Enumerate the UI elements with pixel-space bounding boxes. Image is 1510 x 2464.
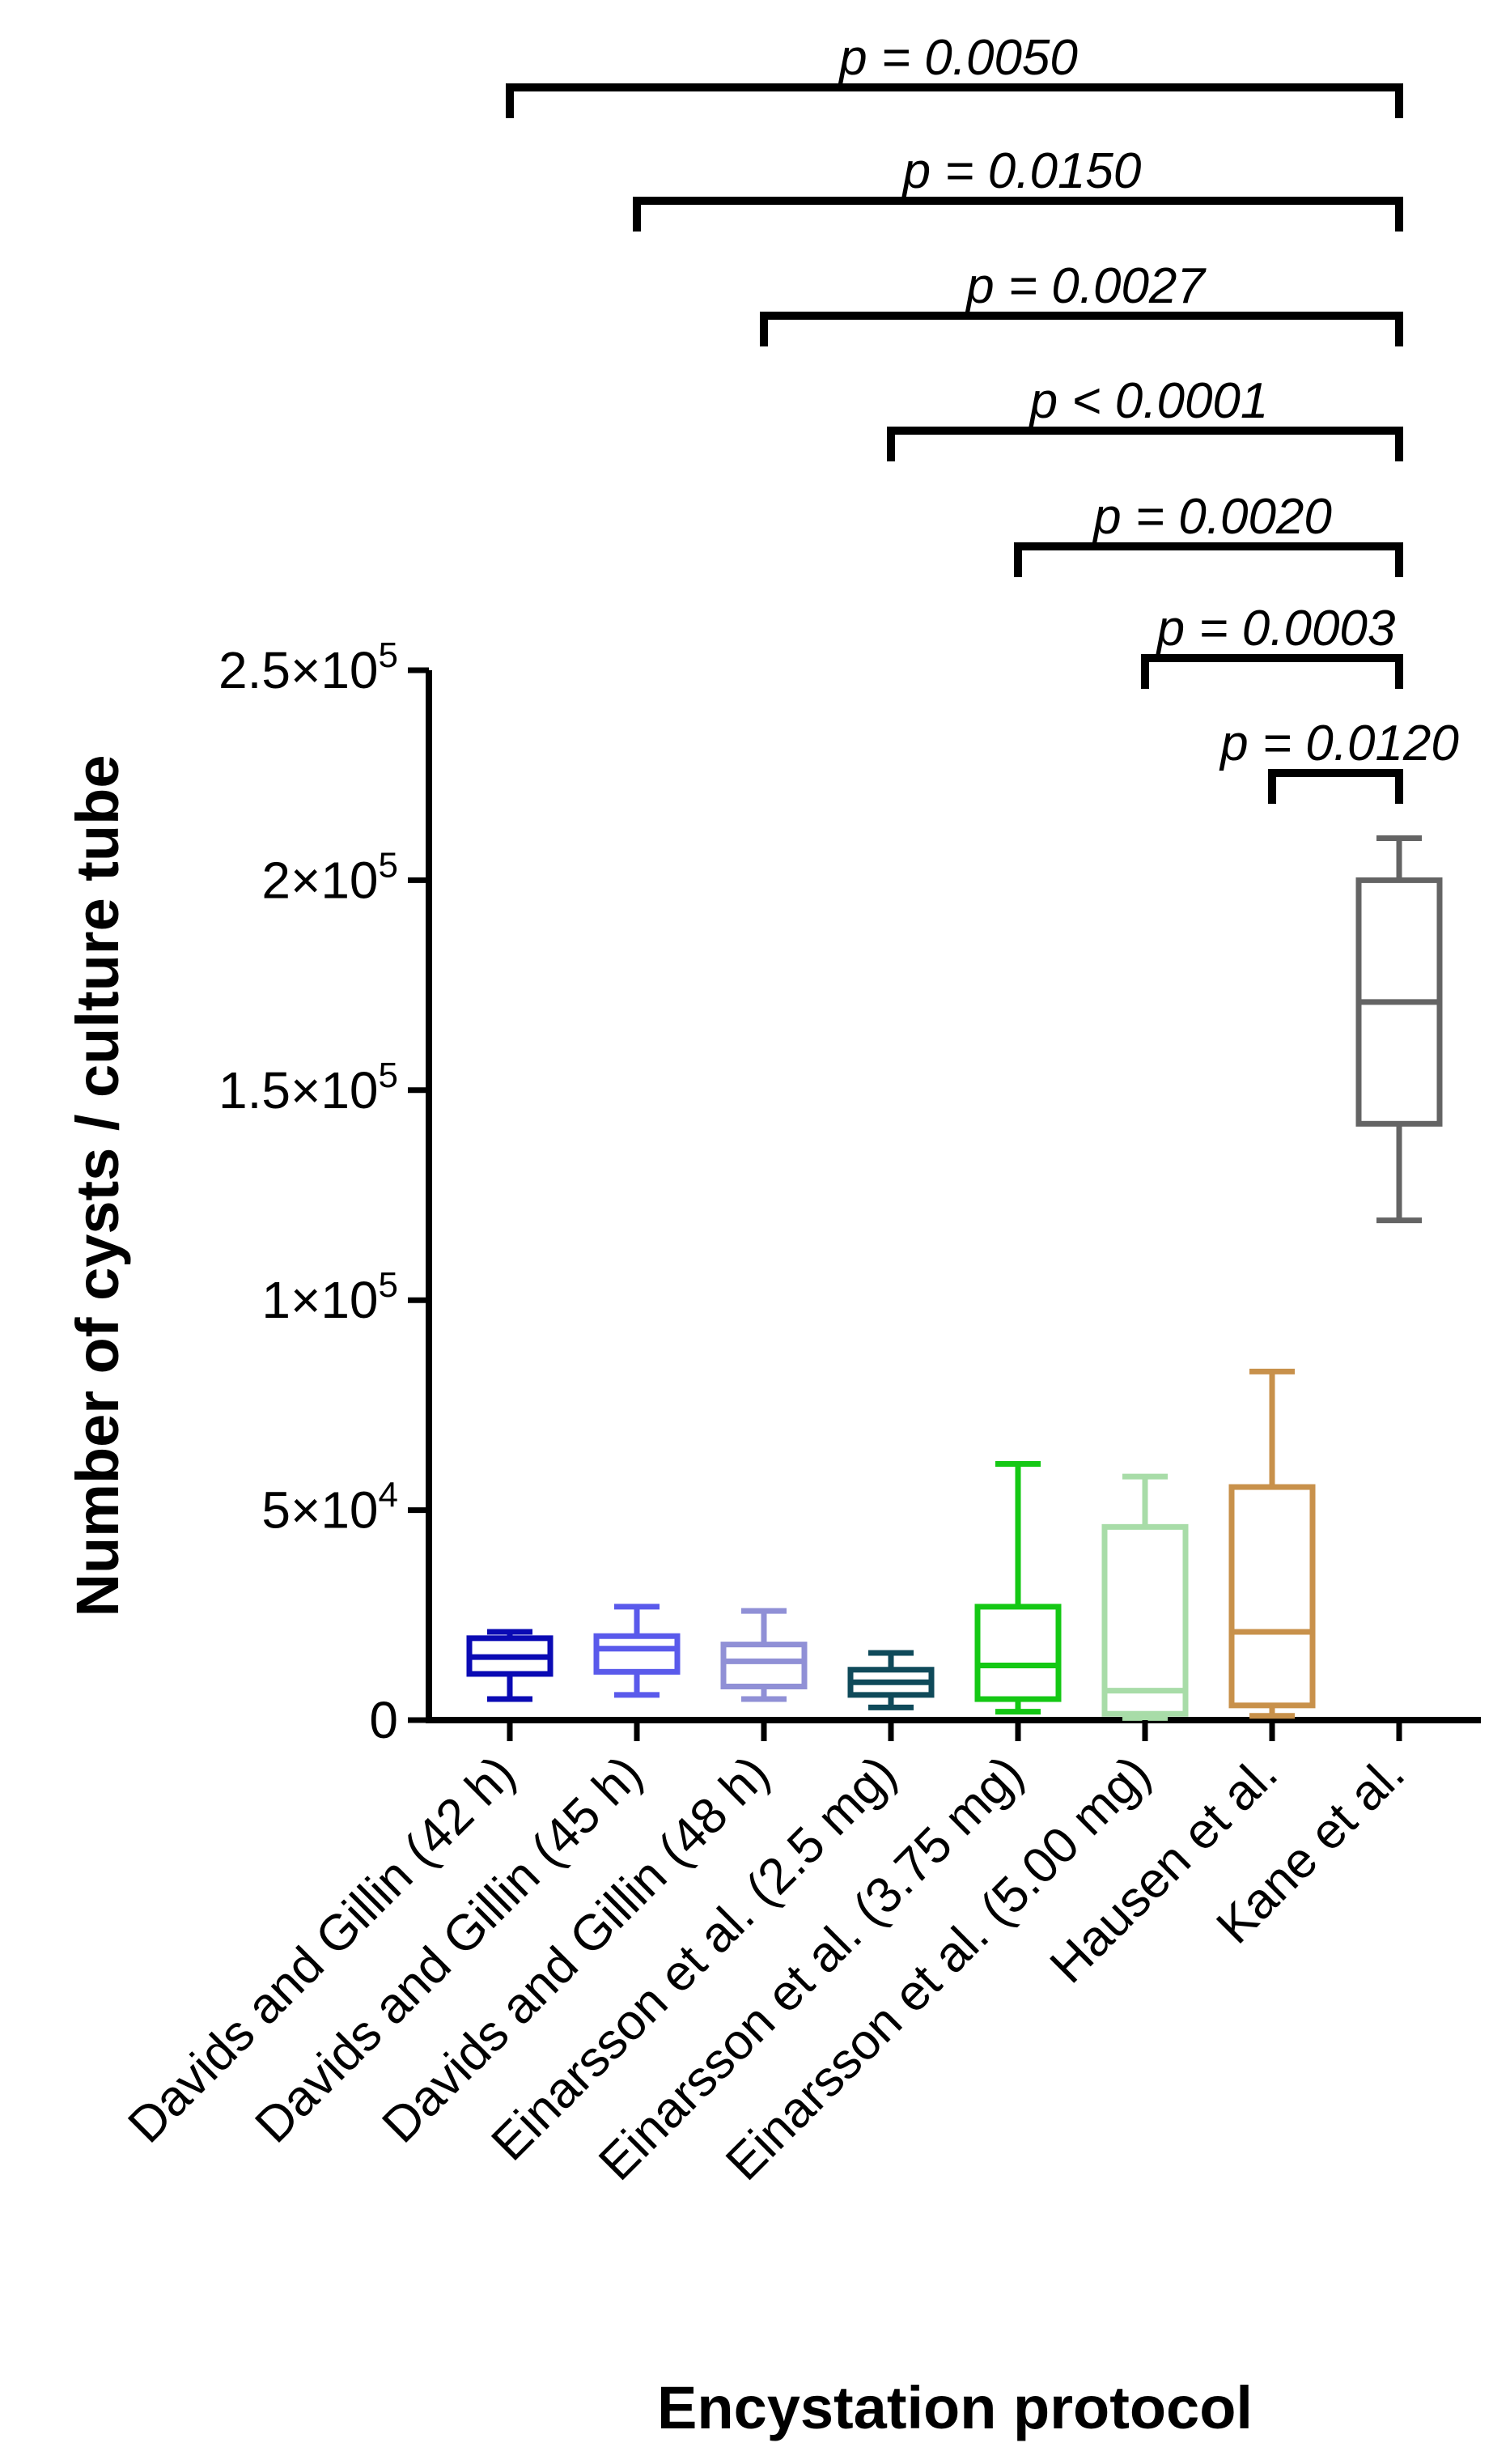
comparison-bracket-6: p = 0.0003 (1141, 601, 1403, 689)
bracket-line (633, 197, 1403, 232)
y-tick-label: 1×105 (261, 1265, 398, 1329)
bracket-line (1014, 542, 1403, 577)
box-iqr (1101, 1523, 1189, 1717)
comparison-bracket-3: p = 0.0027 (760, 258, 1403, 346)
significance-brackets: p = 0.0050 p = 0.0150 p = 0.0027 p < 0.0001… (506, 30, 1459, 804)
box-iqr (593, 1633, 681, 1675)
p-value-label: p = 0.0027 (965, 258, 1207, 314)
y-axis-title: Number of cysts / culture tube (64, 755, 131, 1617)
box-iqr (974, 1604, 1062, 1702)
comparison-bracket-4: p < 0.0001 (887, 373, 1403, 461)
box-7 (1228, 1368, 1316, 1719)
y-tick-label: 2.5×105 (218, 635, 398, 699)
x-axis-title: Encystation protocol (657, 2374, 1253, 2441)
p-value-label: p < 0.0001 (1029, 373, 1269, 429)
y-axis-ticks: 0 5×104 1×105 1.5×105 2×105 2.5×105 (218, 635, 429, 1749)
box-series (466, 835, 1443, 1721)
p-value-label: p = 0.0020 (1092, 489, 1332, 545)
box-2 (593, 1604, 681, 1698)
p-value-label: p = 0.0003 (1156, 601, 1396, 656)
box-1 (466, 1629, 554, 1702)
bracket-line (1141, 654, 1403, 689)
bracket-line (1268, 769, 1403, 804)
axes (426, 670, 1481, 1723)
comparison-bracket-2: p = 0.0150 (633, 143, 1403, 232)
y-tick-label: 1.5×105 (218, 1056, 398, 1119)
box-6 (1101, 1473, 1189, 1721)
comparison-bracket-1: p = 0.0050 (506, 30, 1403, 118)
bracket-line (760, 312, 1403, 346)
box-iqr (720, 1642, 808, 1689)
y-tick-label: 5×104 (261, 1476, 398, 1540)
box-3 (720, 1608, 808, 1702)
comparison-bracket-7: p = 0.0120 (1219, 716, 1459, 804)
box-4 (847, 1650, 935, 1710)
p-value-label: p = 0.0050 (838, 30, 1078, 86)
bracket-line (506, 83, 1403, 118)
box-iqr (1228, 1484, 1316, 1709)
box-8 (1355, 835, 1443, 1224)
comparison-bracket-5: p = 0.0020 (1014, 489, 1403, 577)
y-tick-label: 0 (369, 1691, 398, 1749)
x-axis-category-labels: Davids and Gillin (42 h)Davids and Gilli… (117, 1720, 1415, 2191)
bracket-line (887, 427, 1403, 461)
p-value-label: p = 0.0120 (1219, 716, 1459, 771)
p-value-label: p = 0.0150 (901, 143, 1142, 199)
box-5 (974, 1461, 1062, 1715)
y-tick-label: 2×105 (261, 845, 398, 909)
